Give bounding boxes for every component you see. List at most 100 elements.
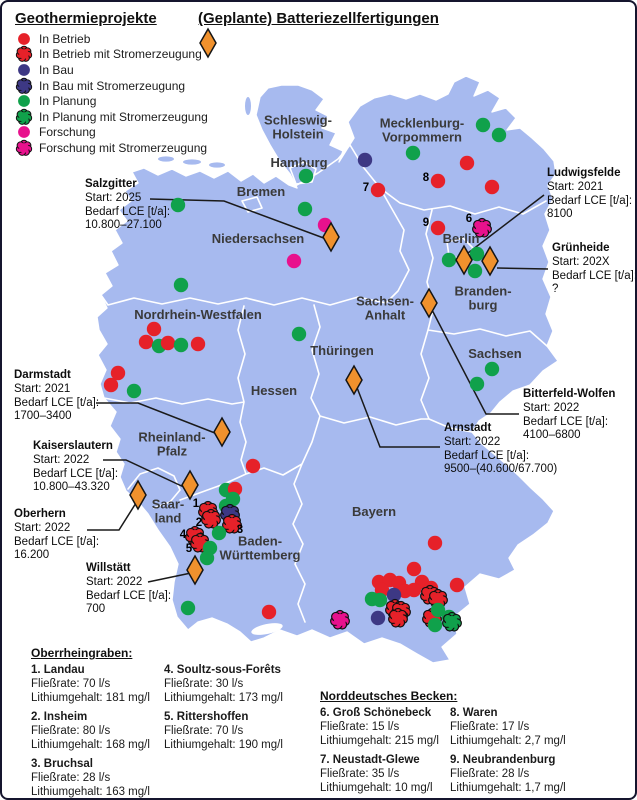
- geothermal-markers: [103, 117, 507, 633]
- state-label-berlin: Berlin: [442, 230, 480, 246]
- state-label-sachsen: Sachsen: [468, 345, 522, 361]
- callout-site-name: Arnstadt: [444, 422, 492, 434]
- battery-site-diamond: [345, 364, 363, 396]
- callout-bitterfeld-wolfen: Bitterfeld-Wolfen Start: 2022 Bedarf LCE […: [523, 388, 615, 443]
- marker-in-betrieb: [430, 173, 446, 189]
- marker-forschung-strom: [472, 217, 492, 238]
- marker-in-betrieb: [449, 577, 465, 593]
- lake-constance: [251, 623, 283, 635]
- marker-in-betrieb: [261, 604, 277, 620]
- list-heading-oberrheingraben: Oberrheingraben:: [31, 646, 133, 660]
- state-label-bremen: Bremen: [236, 183, 286, 199]
- callout-detail: Start: 2022: [86, 575, 143, 588]
- site-entry-name: 5. Rittershoffen: [164, 711, 249, 723]
- battery-site-diamond: [181, 469, 199, 501]
- callout-detail: Bedarf LCE [t/a]:: [14, 396, 100, 409]
- legend-item-in-betrieb-strom: In Betrieb mit Stromerzeugung: [15, 46, 208, 63]
- marker-in-planung: [291, 326, 307, 342]
- callout-detail: Start: 2025: [85, 191, 142, 204]
- callout-detail: 16.200: [14, 549, 50, 562]
- callout-darmstadt: Darmstadt Start: 2021 Bedarf LCE [t/a]: 170…: [14, 369, 99, 424]
- legend-title-geothermal: Geothermieprojekte: [15, 10, 157, 27]
- site-entry-detail: Lithiumgehalt: 10 mg/l: [320, 782, 433, 794]
- marker-in-planung: [126, 383, 142, 399]
- marker-in-betrieb: [146, 321, 162, 337]
- battery-site-diamond: [322, 221, 340, 253]
- battery-site-diamond: [199, 27, 217, 59]
- forschung-icon: [18, 126, 30, 139]
- site-entry: 3. Bruchsal Fließrate: 28 l/s Lithiumgehal…: [31, 757, 150, 798]
- callout-detail: Start: 2022: [33, 453, 90, 466]
- marker-in-planung: [297, 201, 313, 217]
- marker-in-planung: [199, 550, 215, 566]
- marker-in-planung: [18, 95, 30, 108]
- callout-site-name: Oberhern: [14, 508, 66, 520]
- marker-in-planung: [469, 376, 485, 392]
- callout-site-name: Salzgitter: [85, 178, 137, 190]
- callout-detail: Bedarf LCE [t/a]:: [523, 415, 609, 428]
- battery-site-diamond: [129, 479, 147, 511]
- battery-site-diamond: [420, 287, 438, 319]
- forschung-strom-icon: [15, 139, 33, 156]
- marker-in-planung: [467, 263, 483, 279]
- site-number-7: 7: [362, 182, 370, 194]
- callout-leader-kaiserslautern: [103, 459, 189, 490]
- site-entry-detail: Fließrate: 80 l/s: [31, 725, 111, 737]
- marker-in-betrieb: [430, 220, 446, 236]
- state-label-sachsen-anhalt: Sachsen- Anhalt: [356, 293, 414, 323]
- callout-site-name: Grünheide: [552, 242, 610, 254]
- legend-item-label: In Planung: [39, 94, 97, 109]
- marker-in-betrieb: [459, 155, 475, 171]
- site-entry: 9. Neubrandenburg Fließrate: 28 l/s Lithiu…: [450, 753, 566, 795]
- state-label-rheinland-pfalz: Rheinland- Pfalz: [138, 429, 206, 459]
- marker-in-bau: [357, 152, 373, 168]
- callout-site-name: Ludwigsfelde: [547, 167, 621, 179]
- marker-in-planung: [484, 361, 500, 377]
- site-number-3: 3: [236, 524, 244, 536]
- callout-site-name: Kaiserslautern: [33, 440, 113, 452]
- site-entry: 1. Landau Fließrate: 70 l/s Lithiumgehalt:…: [31, 663, 150, 705]
- legend-item-label: In Planung mit Stromerzeugung: [39, 109, 208, 124]
- callout-detail: Bedarf LCE [t/a]:: [547, 194, 633, 207]
- state-label-saarland: Saar- land: [151, 496, 185, 526]
- legend-item-in-planung: In Planung: [15, 93, 208, 109]
- marker-forschung-strom: [330, 609, 350, 630]
- marker-in-betrieb: [370, 182, 386, 198]
- site-entry: 2. Insheim Fließrate: 80 l/s Lithiumgehalt…: [31, 710, 150, 752]
- marker-in-planung: [430, 602, 446, 618]
- marker-in-betrieb-strom: [201, 508, 221, 529]
- in-planung-icon: [18, 95, 30, 108]
- marker-in-betrieb: [110, 365, 126, 381]
- battery-site-diamonds: [129, 221, 499, 586]
- site-entry: 6. Groß Schönebeck Fließrate: 15 l/s Lithi…: [320, 706, 439, 748]
- marker-in-betrieb: [427, 535, 443, 551]
- site-number-2: 2: [195, 517, 203, 529]
- site-entry-detail: Lithiumgehalt: 181 mg/l: [31, 692, 150, 704]
- in-bau-strom-icon: [15, 77, 33, 94]
- site-entry-name: 1. Landau: [31, 664, 85, 676]
- marker-in-betrieb: [18, 32, 30, 45]
- callout-detail: ?: [552, 283, 559, 296]
- site-entry-detail: Lithiumgehalt: 163 mg/l: [31, 786, 150, 798]
- callout-site-name: Willstätt: [86, 562, 131, 574]
- callout-leader-bitterfeld-wolfen: [430, 307, 519, 415]
- legend-item-forschung-strom: Forschung mit Stromerzeugung: [15, 139, 208, 156]
- site-entry-name: 7. Neustadt-Glewe: [320, 754, 420, 766]
- marker-in-betrieb-strom: [15, 46, 33, 63]
- marker-in-planung: [491, 127, 507, 143]
- site-entry-detail: Fließrate: 28 l/s: [450, 768, 530, 780]
- site-entry-detail: Fließrate: 15 l/s: [320, 721, 400, 733]
- legend-item-label: In Bau: [39, 62, 74, 77]
- state-label-bayern: Bayern: [351, 503, 397, 519]
- callout-detail: Bedarf LCE [t/a]:: [33, 467, 119, 480]
- list-column: 4. Soultz-sous-Forêts Fließrate: 30 l/s Li…: [164, 663, 283, 757]
- site-entry: 5. Rittershoffen Fließrate: 70 l/s Lithium…: [164, 710, 283, 752]
- marker-in-planung: [170, 197, 186, 213]
- callout-detail: 10.800–43.320: [33, 481, 110, 494]
- callout-leader-gruenheide: [496, 267, 549, 270]
- callout-leader-willstaett: [147, 572, 192, 583]
- marker-in-betrieb: [138, 334, 154, 350]
- callout-detail: Start: 2021: [547, 180, 604, 193]
